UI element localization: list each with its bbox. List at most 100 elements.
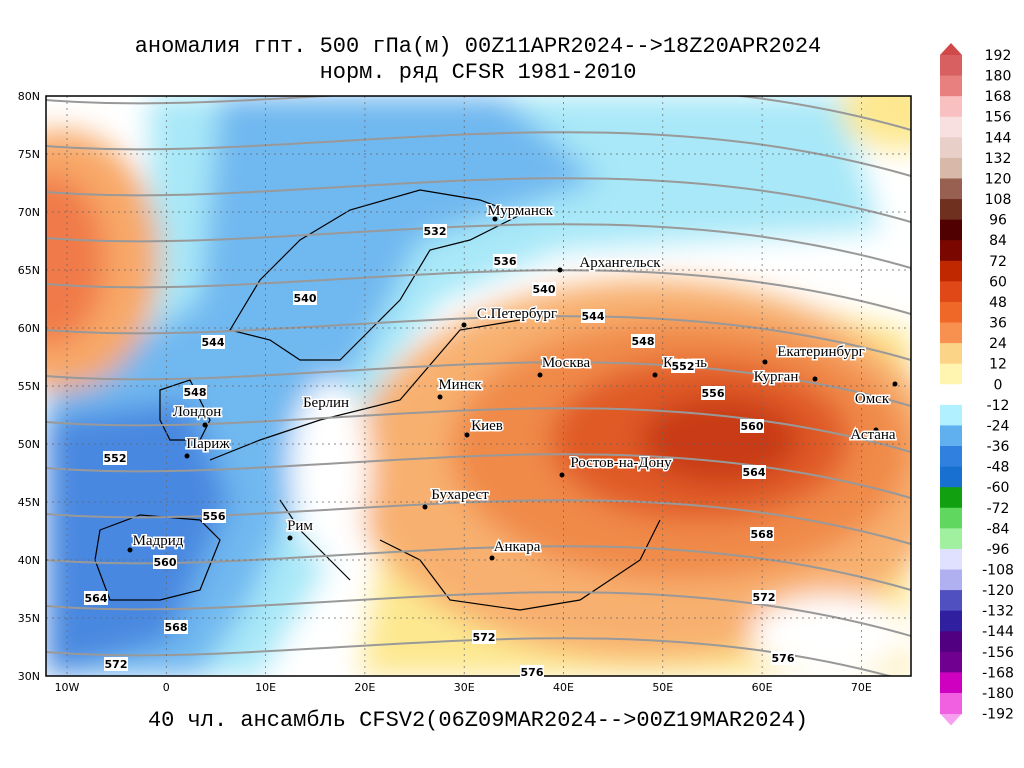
- city-dot: [287, 535, 293, 541]
- contour-line: [46, 96, 911, 131]
- contour-label: 544: [582, 310, 605, 323]
- lon-label: 40E: [553, 681, 574, 694]
- contour-line: [46, 591, 911, 637]
- colorbar-label: -36: [987, 439, 1010, 455]
- lon-label: 10E: [255, 681, 276, 694]
- colorbar-label: 156: [985, 110, 1012, 126]
- contour-label-box: [293, 291, 317, 305]
- contour-line: [46, 453, 911, 499]
- colorbar-label: -180: [982, 686, 1014, 702]
- city-label: Мадрид: [133, 533, 184, 549]
- city-label: Анкара: [494, 539, 541, 555]
- contour-label: 532: [424, 225, 447, 238]
- contour-label-box: [84, 591, 108, 605]
- contour-label: 568: [751, 528, 774, 541]
- colorbar-label: -120: [982, 583, 1014, 599]
- map-field: [46, 96, 911, 676]
- colorbar-segment: [940, 301, 962, 324]
- city-label: С.Петербург: [477, 306, 557, 322]
- lat-label: 55N: [18, 380, 40, 393]
- city-dot: [537, 372, 543, 378]
- contour-label: 548: [632, 335, 655, 348]
- lat-label: 50N: [18, 438, 40, 451]
- city-dot: [559, 472, 565, 478]
- colorbar-label: 48: [989, 295, 1007, 311]
- contour-label-box: [631, 334, 655, 348]
- city-label: Рим: [287, 518, 313, 534]
- colorbar-label: 108: [985, 192, 1012, 208]
- contour-label-box: [201, 335, 225, 349]
- colorbar-label: 60: [989, 274, 1007, 290]
- city-label: Мурманск: [487, 203, 553, 219]
- colorbar-label: 132: [985, 151, 1012, 167]
- contour-label: 552: [672, 360, 695, 373]
- colorbar-label: -144: [982, 624, 1014, 640]
- contour-label: 568: [165, 621, 188, 634]
- city-dot: [492, 216, 498, 222]
- colorbar-label: 144: [985, 130, 1012, 146]
- colorbar-label: 24: [989, 336, 1007, 352]
- lat-label: 35N: [18, 612, 40, 625]
- colorbar-segment: [940, 631, 962, 653]
- contour-label: 560: [741, 420, 764, 433]
- lon-label: 10W: [55, 681, 80, 694]
- lon-label: 70E: [851, 681, 872, 694]
- colorbar-segment: [940, 281, 962, 303]
- contour-label: 544: [202, 336, 225, 349]
- map-frame: [45, 95, 912, 677]
- lon-label: 50E: [652, 681, 673, 694]
- contour-label: 572: [473, 631, 496, 644]
- colorbar-segment: [940, 590, 962, 612]
- colorbar-segment: [940, 178, 962, 200]
- colorbar-segment: [940, 363, 962, 385]
- colorbar-label: -168: [982, 665, 1014, 681]
- contour-label: 572: [753, 591, 776, 604]
- colorbar-label: -24: [987, 418, 1010, 434]
- contour-label: 576: [772, 652, 795, 665]
- colorbar-label: 84: [989, 233, 1007, 249]
- city-dot: [762, 359, 768, 365]
- colorbar-segment: [940, 487, 962, 509]
- contour-label: 564: [85, 592, 108, 605]
- colorbar-segment: [940, 199, 962, 221]
- contour-label-box: [740, 419, 764, 433]
- colorbar-segment: [940, 157, 962, 179]
- colorbar-segment: [940, 651, 962, 673]
- city-label: Киев: [471, 418, 503, 434]
- contour-label-box: [472, 630, 496, 644]
- contour-label: 564: [743, 466, 766, 479]
- contour-label-box: [493, 254, 517, 268]
- contour-label-box: [104, 657, 128, 671]
- colorbar-segment: [940, 672, 962, 694]
- contour-label: 556: [203, 510, 226, 523]
- contour-label-box: [202, 509, 226, 523]
- city-dot: [652, 372, 658, 378]
- colorbar-label: 120: [985, 171, 1012, 187]
- colorbar-label: 180: [985, 69, 1012, 85]
- city-dot: [557, 267, 563, 273]
- colorbar-segment: [940, 260, 962, 282]
- colorbar-segment: [940, 466, 962, 488]
- contour-label: 556: [702, 387, 725, 400]
- colorbar-label: -60: [987, 480, 1010, 496]
- contour-label-box: [103, 451, 127, 465]
- city-dot: [812, 376, 818, 382]
- city-dot: [322, 402, 328, 408]
- contour-line: [46, 223, 911, 269]
- city-label: Архангельск: [579, 255, 661, 271]
- colorbar-segment: [940, 384, 962, 406]
- colorbar-segment: [940, 425, 962, 447]
- lon-label: 30E: [454, 681, 475, 694]
- city-label: Екатеринбург: [777, 344, 864, 360]
- city-label: Астана: [850, 427, 896, 443]
- city-label: Курган: [754, 369, 799, 385]
- city-dot: [437, 394, 443, 400]
- contour-label-box: [532, 282, 556, 296]
- colorbar-segment: [940, 548, 962, 570]
- city-dot: [873, 427, 879, 433]
- colorbar-segment: [940, 137, 962, 159]
- lat-label: 30N: [18, 670, 40, 683]
- city-dot: [464, 432, 470, 438]
- colorbar-segment: [940, 96, 962, 118]
- colorbar-label: -48: [987, 460, 1010, 476]
